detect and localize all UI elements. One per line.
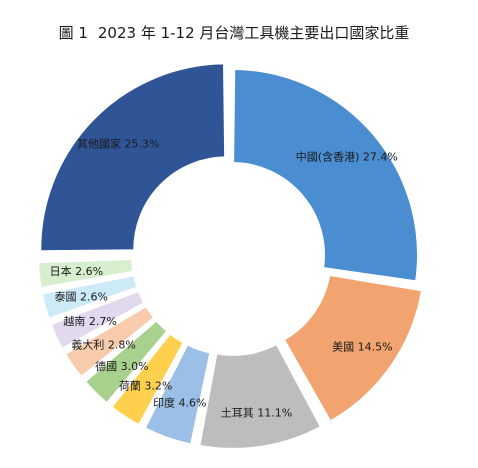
slice-label-2: 美國 14.5% <box>332 340 392 353</box>
slice-label-4: 印度 4.6% <box>153 395 206 409</box>
donut-labels: 中國(含香港) 27.4% 美國 14.5% 土耳其 11.1% 印度 4.6% 荷蘭 … <box>50 137 398 420</box>
slice-label-6: 德國 3.0% <box>95 359 148 373</box>
chart-title-text: 2023 年 1-12 月台灣工具機主要出口國家比重 <box>97 24 410 42</box>
slice-label-7: 義大利 2.8% <box>71 337 135 351</box>
donut-slice-5 <box>110 332 186 427</box>
donut-slice-9 <box>40 274 139 320</box>
donut-slice-8 <box>49 289 146 351</box>
slice-label-1: 中國(含香港) 27.4% <box>296 150 398 164</box>
donut-slice-6 <box>83 319 169 405</box>
donut-slice-2 <box>282 273 424 423</box>
donut-slice-4 <box>143 343 212 446</box>
donut-slices <box>37 62 424 450</box>
slice-label-11: 其他國家 25.3% <box>77 137 159 151</box>
donut-slice-7 <box>63 304 156 379</box>
slice-label-8: 越南 2.7% <box>63 314 116 328</box>
figure-number: 圖 1 <box>58 24 88 42</box>
slice-label-10: 日本 2.6% <box>50 264 103 278</box>
slice-label-3: 土耳其 11.1% <box>221 406 292 419</box>
slice-label-9: 泰國 2.6% <box>54 289 107 303</box>
donut-slice-3 <box>198 342 323 450</box>
slice-label-5: 荷蘭 3.2% <box>119 379 172 392</box>
chart-title: 圖 1 2023 年 1-12 月台灣工具機主要出口國家比重 <box>0 22 478 43</box>
donut-slice-10 <box>37 257 135 290</box>
donut-slice-1 <box>232 68 419 283</box>
donut-slice-11 <box>39 62 227 253</box>
